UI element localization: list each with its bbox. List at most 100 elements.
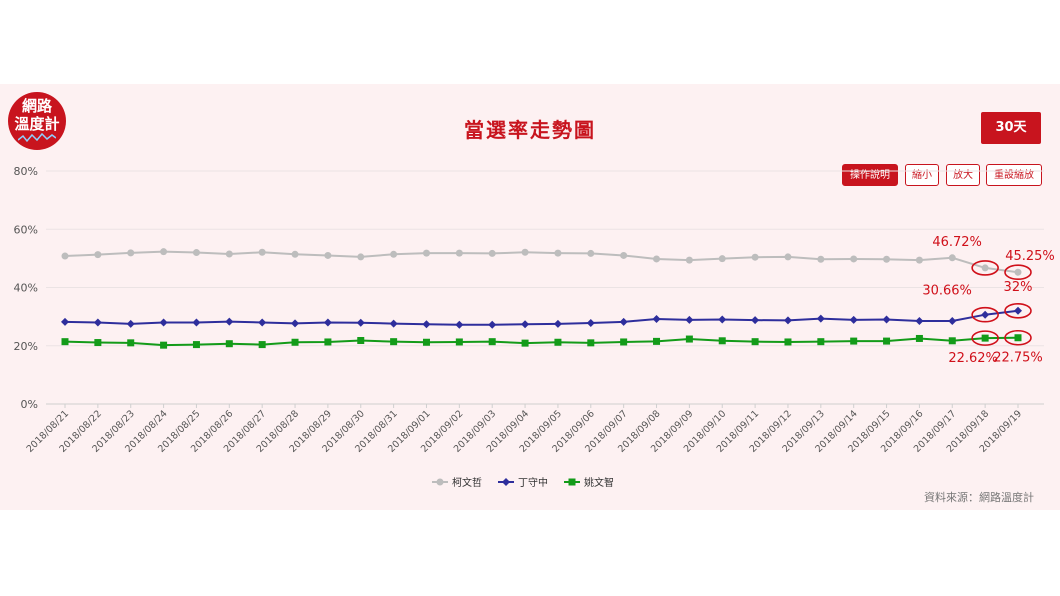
- range-30-days-button[interactable]: 30天: [981, 112, 1041, 144]
- data-point: [948, 316, 957, 325]
- logo-line-2: 溫度計: [14, 115, 60, 133]
- data-point: [587, 249, 595, 257]
- data-point: [652, 314, 661, 323]
- data-label: 32%: [1004, 280, 1033, 295]
- data-point: [620, 251, 628, 259]
- data-point: [61, 338, 69, 346]
- data-point: [61, 252, 69, 260]
- data-point: [685, 256, 693, 264]
- data-point: [324, 251, 332, 259]
- data-point: [849, 315, 858, 324]
- data-point: [127, 249, 135, 257]
- data-point: [915, 256, 923, 264]
- data-point: [455, 320, 464, 329]
- data-point: [981, 310, 990, 319]
- chart-panel: [0, 84, 1060, 510]
- data-point: [258, 341, 266, 349]
- data-point: [422, 320, 431, 329]
- data-point: [291, 338, 299, 346]
- data-point: [291, 319, 300, 328]
- data-point: [93, 318, 102, 327]
- thermometer-wave-icon: [18, 132, 56, 143]
- data-point: [751, 338, 759, 346]
- data-label: 30.66%: [922, 284, 972, 299]
- data-point: [685, 335, 693, 343]
- data-point: [981, 334, 989, 342]
- data-point: [356, 318, 365, 327]
- data-point: [455, 338, 463, 346]
- data-point: [160, 341, 168, 349]
- data-point: [422, 338, 430, 346]
- highlight-ellipse: [971, 306, 999, 323]
- data-point: [587, 339, 595, 347]
- data-point: [357, 253, 365, 261]
- data-point: [915, 334, 923, 342]
- data-point: [883, 337, 891, 345]
- data-point: [751, 316, 760, 325]
- chart-title: 當選率走勢圖: [464, 118, 596, 142]
- data-point: [488, 249, 496, 257]
- legend-marker: [436, 478, 444, 486]
- data-point: [783, 316, 792, 325]
- data-point: [586, 319, 595, 328]
- data-point: [390, 250, 398, 258]
- data-point: [192, 249, 200, 257]
- legend-marker: [502, 478, 510, 486]
- y-tick-label: 20%: [14, 340, 38, 353]
- data-point: [554, 338, 562, 346]
- data-point: [192, 318, 201, 327]
- legend-marker: [568, 478, 576, 486]
- data-label: 45.25%: [1005, 249, 1055, 264]
- data-point: [521, 248, 529, 256]
- data-point: [915, 316, 924, 325]
- data-point: [159, 318, 168, 327]
- data-point: [948, 337, 956, 345]
- data-point: [850, 337, 858, 345]
- legend-label: 姚文智: [584, 476, 614, 489]
- data-point: [422, 249, 430, 257]
- y-tick-label: 60%: [14, 223, 38, 236]
- data-point: [1014, 306, 1022, 315]
- data-point: [685, 315, 694, 324]
- data-point: [718, 315, 727, 324]
- data-point: [94, 251, 102, 259]
- data-point: [653, 337, 661, 345]
- reset-zoom-button[interactable]: 重設縮放: [986, 164, 1042, 186]
- data-point: [225, 250, 233, 258]
- data-point: [553, 319, 562, 328]
- data-point: [816, 314, 825, 323]
- data-point: [160, 248, 168, 256]
- legend-label: 丁守中: [518, 476, 548, 489]
- zoom-in-button[interactable]: 放大: [946, 164, 980, 186]
- data-point: [127, 339, 135, 347]
- highlight-ellipse: [971, 260, 999, 276]
- data-point: [882, 315, 891, 324]
- data-label: 46.72%: [932, 235, 982, 250]
- data-point: [258, 248, 266, 256]
- data-point: [850, 255, 858, 263]
- data-point: [126, 319, 135, 328]
- data-source-note: 資料來源：網路溫度計: [924, 491, 1034, 504]
- site-logo[interactable]: 網路 溫度計: [8, 92, 66, 150]
- series-line: [64, 250, 1019, 274]
- help-button[interactable]: 操作說明: [842, 164, 898, 186]
- data-point: [323, 318, 332, 327]
- data-point: [718, 255, 726, 263]
- data-point: [225, 317, 234, 326]
- data-point: [324, 338, 332, 346]
- data-point: [883, 255, 891, 263]
- data-point: [521, 320, 530, 329]
- data-point: [521, 339, 529, 347]
- zoom-out-button[interactable]: 縮小: [905, 164, 939, 186]
- data-point: [455, 249, 463, 257]
- series-line: [64, 336, 1019, 347]
- data-point: [225, 340, 233, 348]
- data-point: [981, 264, 989, 272]
- data-point: [784, 253, 792, 261]
- y-tick-label: 80%: [14, 165, 38, 178]
- data-point: [192, 341, 200, 349]
- data-point: [357, 337, 365, 345]
- logo-line-1: 網路: [21, 97, 52, 115]
- data-point: [390, 338, 398, 346]
